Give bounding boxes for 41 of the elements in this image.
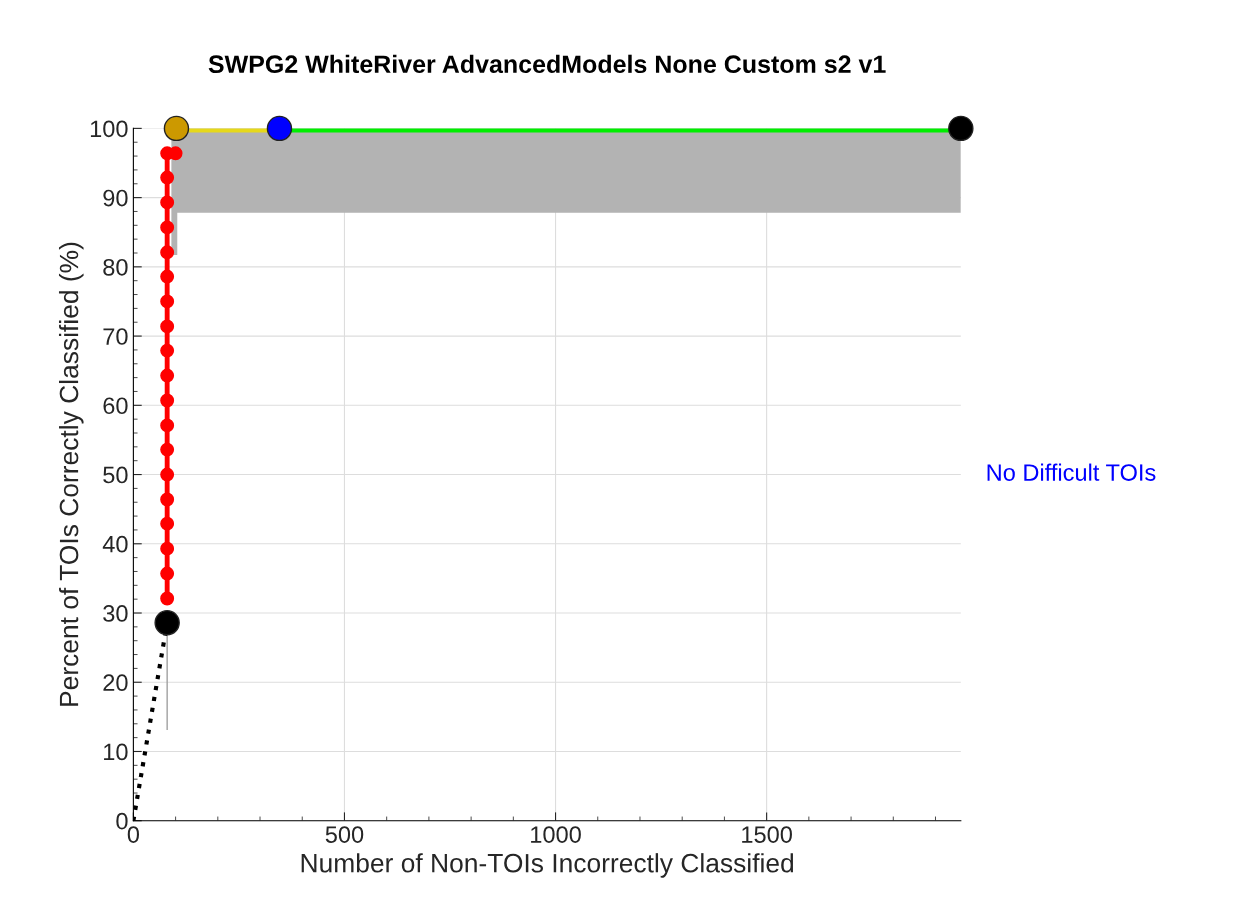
point bbox=[160, 269, 175, 284]
point bbox=[160, 195, 175, 210]
y-tick-label: 60 bbox=[103, 397, 128, 415]
y-tick-label: 80 bbox=[103, 258, 128, 276]
y-tick-label: 90 bbox=[103, 189, 128, 207]
y-tick-label: 30 bbox=[103, 605, 128, 622]
point bbox=[160, 442, 175, 457]
point bbox=[266, 115, 293, 142]
point bbox=[948, 115, 974, 142]
point bbox=[160, 343, 175, 358]
x-tick-label: 1000 bbox=[531, 826, 581, 843]
x-tick-label: 0 bbox=[127, 826, 140, 843]
point bbox=[160, 319, 175, 334]
point bbox=[160, 368, 175, 383]
y-axis-title: Percent of TOIs Correctly Classified (%) bbox=[58, 242, 84, 706]
point bbox=[160, 516, 175, 531]
y-tick-label: 20 bbox=[103, 674, 128, 692]
y-tick-label: 40 bbox=[102, 535, 128, 553]
point bbox=[160, 170, 175, 185]
point bbox=[160, 294, 175, 309]
x-tick-label: 1500 bbox=[742, 826, 792, 843]
point bbox=[154, 609, 180, 636]
point bbox=[163, 115, 190, 142]
point bbox=[160, 467, 175, 482]
y-tick-label: 10 bbox=[104, 743, 128, 761]
point bbox=[160, 245, 175, 260]
y-tick-label: 100 bbox=[90, 120, 128, 138]
point bbox=[160, 591, 175, 606]
chart-title: SWPG2 WhiteRiver AdvancedModels None Custom s2 v1 bbox=[208, 54, 886, 74]
y-tick-label: 50 bbox=[103, 466, 128, 484]
text: No Difficult TOIs bbox=[987, 463, 1156, 481]
point bbox=[160, 393, 175, 408]
point bbox=[160, 541, 175, 556]
x-axis-title: Number of Non-TOIs Incorrectly Classified bbox=[301, 853, 794, 878]
point bbox=[160, 418, 175, 433]
point bbox=[160, 492, 175, 507]
y-tick-label: 0 bbox=[116, 812, 128, 830]
point bbox=[160, 220, 175, 235]
x-tick-label: 500 bbox=[325, 826, 364, 843]
point bbox=[160, 566, 175, 581]
y-tick-label: 70 bbox=[103, 328, 128, 345]
